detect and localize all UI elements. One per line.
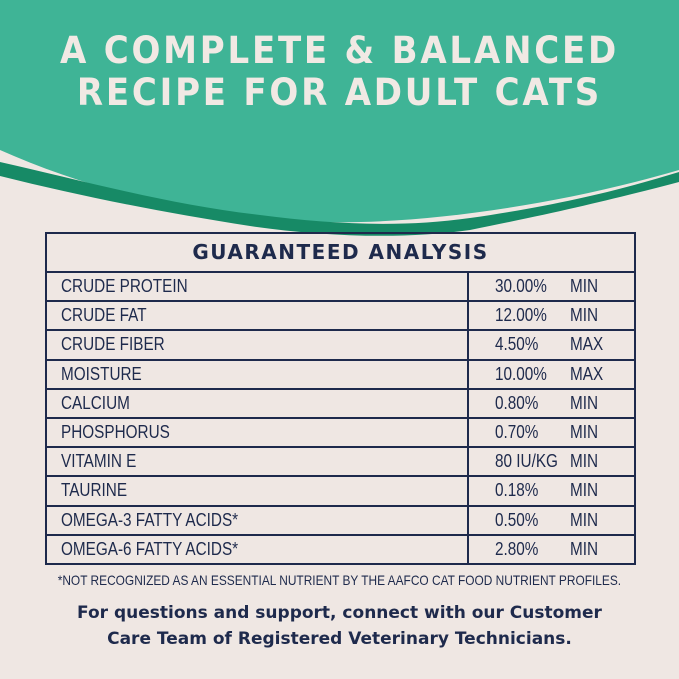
nutrient-min-max-text: MAX bbox=[570, 363, 604, 384]
nutrient-value: 80 IU/KG bbox=[469, 448, 570, 475]
nutrient-value: 30.00% bbox=[469, 273, 570, 300]
table-row: CRUDE FIBER 4.50% MAX bbox=[47, 331, 634, 361]
nutrient-min-max: MAX bbox=[570, 331, 620, 358]
nutrient-name-text: CALCIUM bbox=[61, 392, 130, 413]
nutrient-min-max: MIN bbox=[570, 390, 620, 417]
nutrient-name-text: TAURINE bbox=[61, 480, 128, 501]
nutrient-name: VITAMIN E bbox=[47, 448, 469, 476]
nutrient-min-max-text: MIN bbox=[570, 480, 599, 501]
nutrient-min-max: MIN bbox=[570, 536, 620, 563]
nutrient-name-text: VITAMIN E bbox=[61, 451, 137, 472]
nutrient-value-text: 80 IU/KG bbox=[495, 451, 558, 472]
nutrient-name: CRUDE FIBER bbox=[47, 331, 469, 359]
nutrient-value: 0.50% bbox=[469, 507, 570, 534]
teal-banner bbox=[0, 0, 679, 236]
table-row: VITAMIN E 80 IU/KG MIN bbox=[47, 448, 634, 478]
nutrient-name-text: CRUDE FIBER bbox=[61, 334, 165, 355]
nutrient-value-text: 0.50% bbox=[495, 509, 539, 530]
nutrient-name-text: CRUDE PROTEIN bbox=[61, 276, 188, 296]
nutrient-min-max: MIN bbox=[570, 477, 620, 504]
footnote-text: *NOT RECOGNIZED AS AN ESSENTIAL NUTRIENT… bbox=[57, 572, 622, 588]
nutrient-name: OMEGA-3 FATTY ACIDS* bbox=[47, 506, 469, 534]
nutrient-value-text: 12.00% bbox=[495, 305, 547, 326]
support-line-1: For questions and support, connect with … bbox=[77, 603, 602, 623]
table-title: GUARANTEED ANALYSIS bbox=[47, 234, 634, 273]
headline-line-2: RECIPE FOR ADULT CATS bbox=[76, 71, 603, 114]
table-row: OMEGA-3 FATTY ACIDS* 0.50% MIN bbox=[47, 506, 634, 536]
nutrient-value: 2.80% bbox=[469, 536, 570, 563]
nutrient-name: TAURINE bbox=[47, 477, 469, 505]
headline-line-1: A COMPLETE & BALANCED bbox=[59, 29, 620, 72]
nutrient-min-max-text: MIN bbox=[570, 421, 599, 442]
nutrient-min-max: MAX bbox=[570, 361, 620, 388]
nutrient-name-text: CRUDE FAT bbox=[61, 305, 147, 326]
nutrient-value-text: 0.80% bbox=[495, 392, 539, 413]
nutrient-value: 10.00% bbox=[469, 361, 570, 388]
nutrient-min-max: MIN bbox=[570, 419, 620, 446]
headline: A COMPLETE & BALANCED RECIPE FOR ADULT C… bbox=[27, 30, 652, 114]
nutrient-min-max-text: MIN bbox=[570, 392, 599, 413]
nutrient-value-text: 30.00% bbox=[495, 276, 547, 296]
nutrient-name-text: OMEGA-3 FATTY ACIDS* bbox=[61, 509, 239, 530]
support-text: For questions and support, connect with … bbox=[0, 600, 679, 652]
nutrient-name: CALCIUM bbox=[47, 389, 469, 417]
nutrient-value-text: 4.50% bbox=[495, 334, 539, 355]
table-row: CRUDE PROTEIN 30.00% MIN bbox=[47, 273, 634, 303]
table-row: MOISTURE 10.00% MAX bbox=[47, 360, 634, 390]
nutrient-value-text: 10.00% bbox=[495, 363, 547, 384]
nutrient-name: OMEGA-6 FATTY ACIDS* bbox=[47, 535, 469, 563]
nutrient-min-max-text: MIN bbox=[570, 451, 599, 472]
nutrient-name: MOISTURE bbox=[47, 360, 469, 388]
nutrient-value-text: 0.70% bbox=[495, 421, 539, 442]
table-row: PHOSPHORUS 0.70% MIN bbox=[47, 418, 634, 449]
nutrient-name-text: OMEGA-6 FATTY ACIDS* bbox=[61, 538, 239, 559]
nutrient-name: CRUDE PROTEIN bbox=[47, 273, 469, 301]
nutrient-name: PHOSPHORUS bbox=[47, 418, 469, 447]
nutrient-value: 0.18% bbox=[469, 477, 570, 504]
table-row: TAURINE 0.18% MIN bbox=[47, 477, 634, 507]
nutrient-min-max: MIN bbox=[570, 448, 620, 475]
nutrient-value-text: 2.80% bbox=[495, 538, 539, 559]
nutrient-min-max: MIN bbox=[570, 273, 620, 300]
nutrient-value: 12.00% bbox=[469, 302, 570, 329]
table-row: CRUDE FAT 12.00% MIN bbox=[47, 302, 634, 332]
table-row: CALCIUM 0.80% MIN bbox=[47, 389, 634, 419]
table-row: OMEGA-6 FATTY ACIDS* 2.80% MIN bbox=[47, 535, 634, 563]
nutrient-min-max: MIN bbox=[570, 302, 620, 329]
nutrient-name-text: PHOSPHORUS bbox=[61, 421, 170, 442]
nutrient-name-text: MOISTURE bbox=[61, 363, 142, 384]
footnote: *NOT RECOGNIZED AS AN ESSENTIAL NUTRIENT… bbox=[0, 572, 679, 588]
guaranteed-analysis-table: GUARANTEED ANALYSIS CRUDE PROTEIN 30.00%… bbox=[45, 232, 636, 565]
nutrient-name: CRUDE FAT bbox=[47, 302, 469, 330]
nutrient-min-max-text: MIN bbox=[570, 276, 599, 296]
nutrient-value: 0.80% bbox=[469, 390, 570, 417]
nutrient-value-text: 0.18% bbox=[495, 480, 539, 501]
nutrient-value: 4.50% bbox=[469, 331, 570, 358]
nutrient-min-max-text: MIN bbox=[570, 509, 599, 530]
nutrient-value: 0.70% bbox=[469, 419, 570, 446]
support-line-2: Care Team of Registered Veterinary Techn… bbox=[107, 629, 572, 649]
nutrient-min-max-text: MIN bbox=[570, 305, 599, 326]
nutrient-min-max-text: MIN bbox=[570, 538, 599, 559]
nutrient-min-max: MIN bbox=[570, 507, 620, 534]
nutrient-min-max-text: MAX bbox=[570, 334, 604, 355]
